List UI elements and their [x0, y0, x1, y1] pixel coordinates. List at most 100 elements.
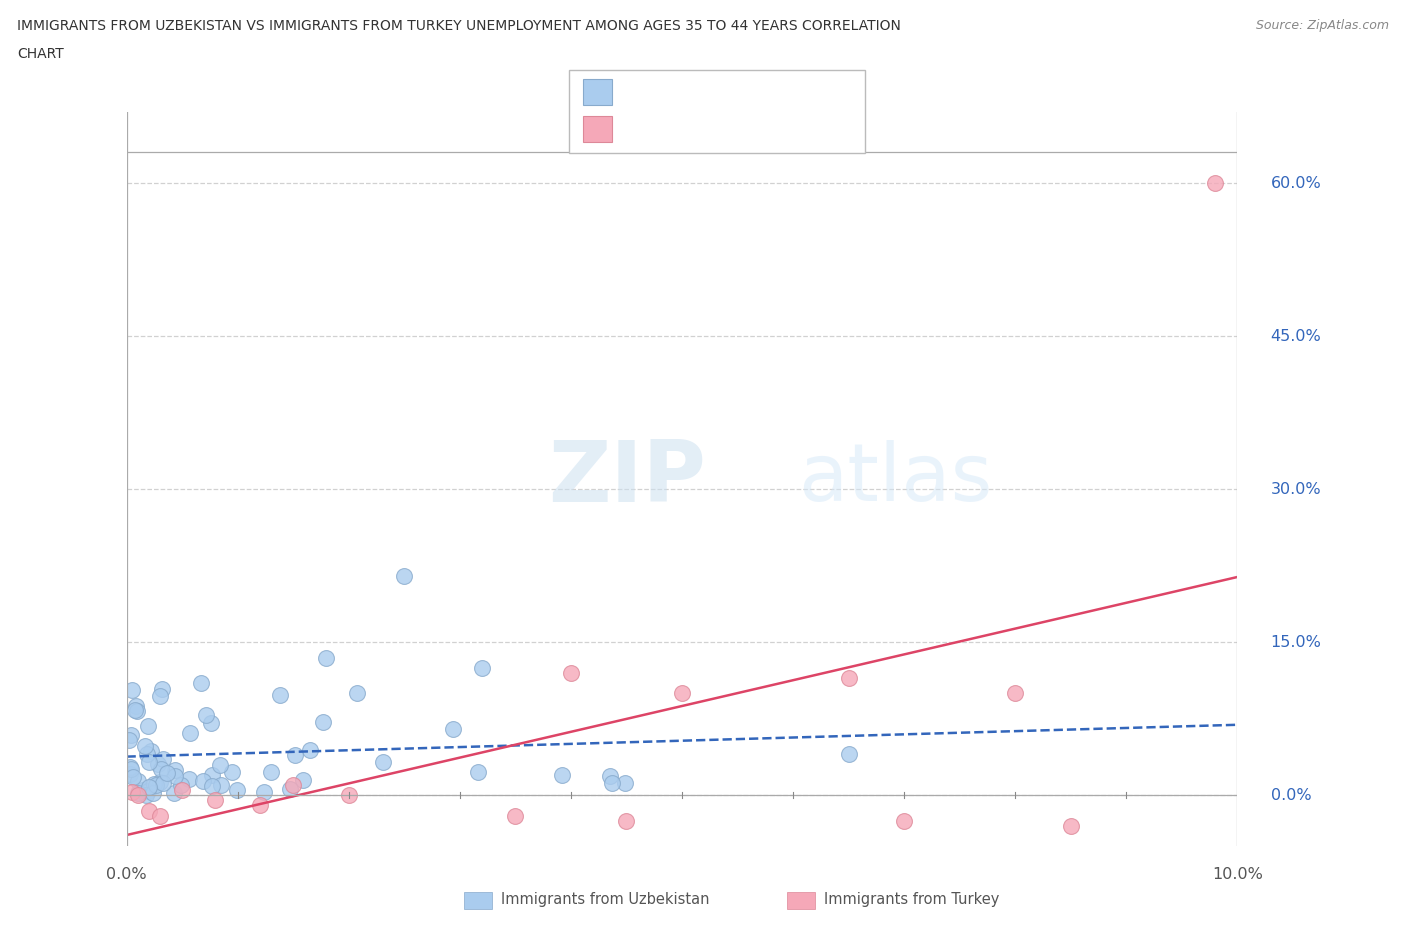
Point — [146, 756, 169, 771]
Point — [394, 568, 416, 583]
Point — [124, 702, 146, 717]
Point — [838, 747, 860, 762]
Point — [838, 671, 860, 685]
Point — [149, 808, 172, 823]
Point — [149, 774, 172, 789]
Text: 30.0%: 30.0% — [1271, 482, 1322, 497]
Point — [138, 804, 160, 818]
Point — [249, 798, 271, 813]
Point — [193, 774, 215, 789]
Point — [127, 788, 149, 803]
Text: Immigrants from Uzbekistan: Immigrants from Uzbekistan — [501, 892, 709, 907]
Point — [190, 675, 212, 690]
Point — [149, 688, 172, 703]
Point — [201, 767, 224, 782]
Point — [163, 763, 186, 777]
Text: 45.0%: 45.0% — [1271, 328, 1322, 343]
Point — [179, 725, 201, 740]
Point — [156, 765, 179, 780]
Point — [281, 777, 305, 792]
Point — [125, 704, 148, 719]
Point — [120, 762, 142, 777]
Point — [599, 769, 621, 784]
Point — [138, 755, 160, 770]
Point — [1060, 818, 1083, 833]
Point — [120, 727, 142, 742]
Point — [200, 715, 222, 730]
Text: IMMIGRANTS FROM UZBEKISTAN VS IMMIGRANTS FROM TURKEY UNEMPLOYMENT AMONG AGES 35 : IMMIGRANTS FROM UZBEKISTAN VS IMMIGRANTS… — [17, 19, 901, 33]
Point — [134, 739, 156, 754]
Point — [503, 808, 526, 823]
Point — [139, 744, 162, 759]
Point — [226, 782, 249, 797]
Point — [253, 784, 276, 799]
Point — [260, 764, 283, 779]
Point — [299, 742, 322, 757]
Point — [467, 764, 489, 779]
Point — [613, 776, 636, 790]
Text: atlas: atlas — [799, 440, 993, 518]
Point — [135, 747, 157, 762]
Point — [269, 687, 291, 702]
Text: R = 0.693   N = 18: R = 0.693 N = 18 — [620, 119, 778, 138]
Point — [195, 708, 218, 723]
Point — [1004, 685, 1026, 700]
Point — [602, 776, 624, 790]
Point — [315, 650, 337, 665]
Point — [278, 782, 301, 797]
Point — [337, 788, 360, 803]
Point — [346, 685, 368, 700]
Point — [221, 764, 243, 779]
Point — [136, 718, 159, 733]
Point — [893, 814, 915, 829]
Point — [284, 748, 307, 763]
Point — [135, 788, 157, 803]
Text: R = 0.076   N = 69: R = 0.076 N = 69 — [620, 82, 778, 100]
Text: Source: ZipAtlas.com: Source: ZipAtlas.com — [1256, 19, 1389, 32]
Point — [163, 768, 186, 783]
Point — [138, 779, 160, 794]
Point — [551, 768, 574, 783]
Point — [127, 774, 149, 789]
Point — [120, 766, 142, 781]
Point — [152, 776, 174, 790]
Point — [616, 814, 638, 829]
Point — [145, 777, 167, 792]
Point — [118, 760, 141, 775]
Point — [671, 685, 693, 700]
Point — [172, 783, 194, 798]
Text: ZIP: ZIP — [548, 437, 706, 521]
Text: CHART: CHART — [17, 46, 63, 60]
Point — [132, 783, 155, 798]
Point — [143, 777, 166, 791]
Point — [150, 682, 173, 697]
Point — [200, 779, 222, 794]
Point — [142, 786, 165, 801]
Point — [121, 785, 143, 800]
Point — [125, 699, 148, 714]
Text: Immigrants from Turkey: Immigrants from Turkey — [824, 892, 1000, 907]
Point — [312, 714, 335, 729]
Point — [441, 722, 464, 737]
Point — [208, 757, 231, 772]
Point — [204, 793, 226, 808]
Text: 15.0%: 15.0% — [1271, 634, 1322, 650]
Text: 0.0%: 0.0% — [107, 867, 146, 882]
Point — [152, 751, 174, 766]
Point — [150, 761, 173, 776]
Point — [170, 777, 193, 792]
Text: 0.0%: 0.0% — [1271, 788, 1312, 803]
Point — [560, 665, 582, 680]
Point — [291, 772, 314, 787]
Point — [127, 786, 149, 801]
Point — [118, 733, 141, 748]
Point — [1204, 176, 1226, 191]
Point — [471, 660, 494, 675]
Point — [163, 786, 186, 801]
Text: 10.0%: 10.0% — [1212, 867, 1263, 882]
Text: 60.0%: 60.0% — [1271, 176, 1322, 191]
Point — [121, 683, 143, 698]
Point — [371, 755, 394, 770]
Point — [209, 777, 232, 792]
Point — [122, 769, 145, 784]
